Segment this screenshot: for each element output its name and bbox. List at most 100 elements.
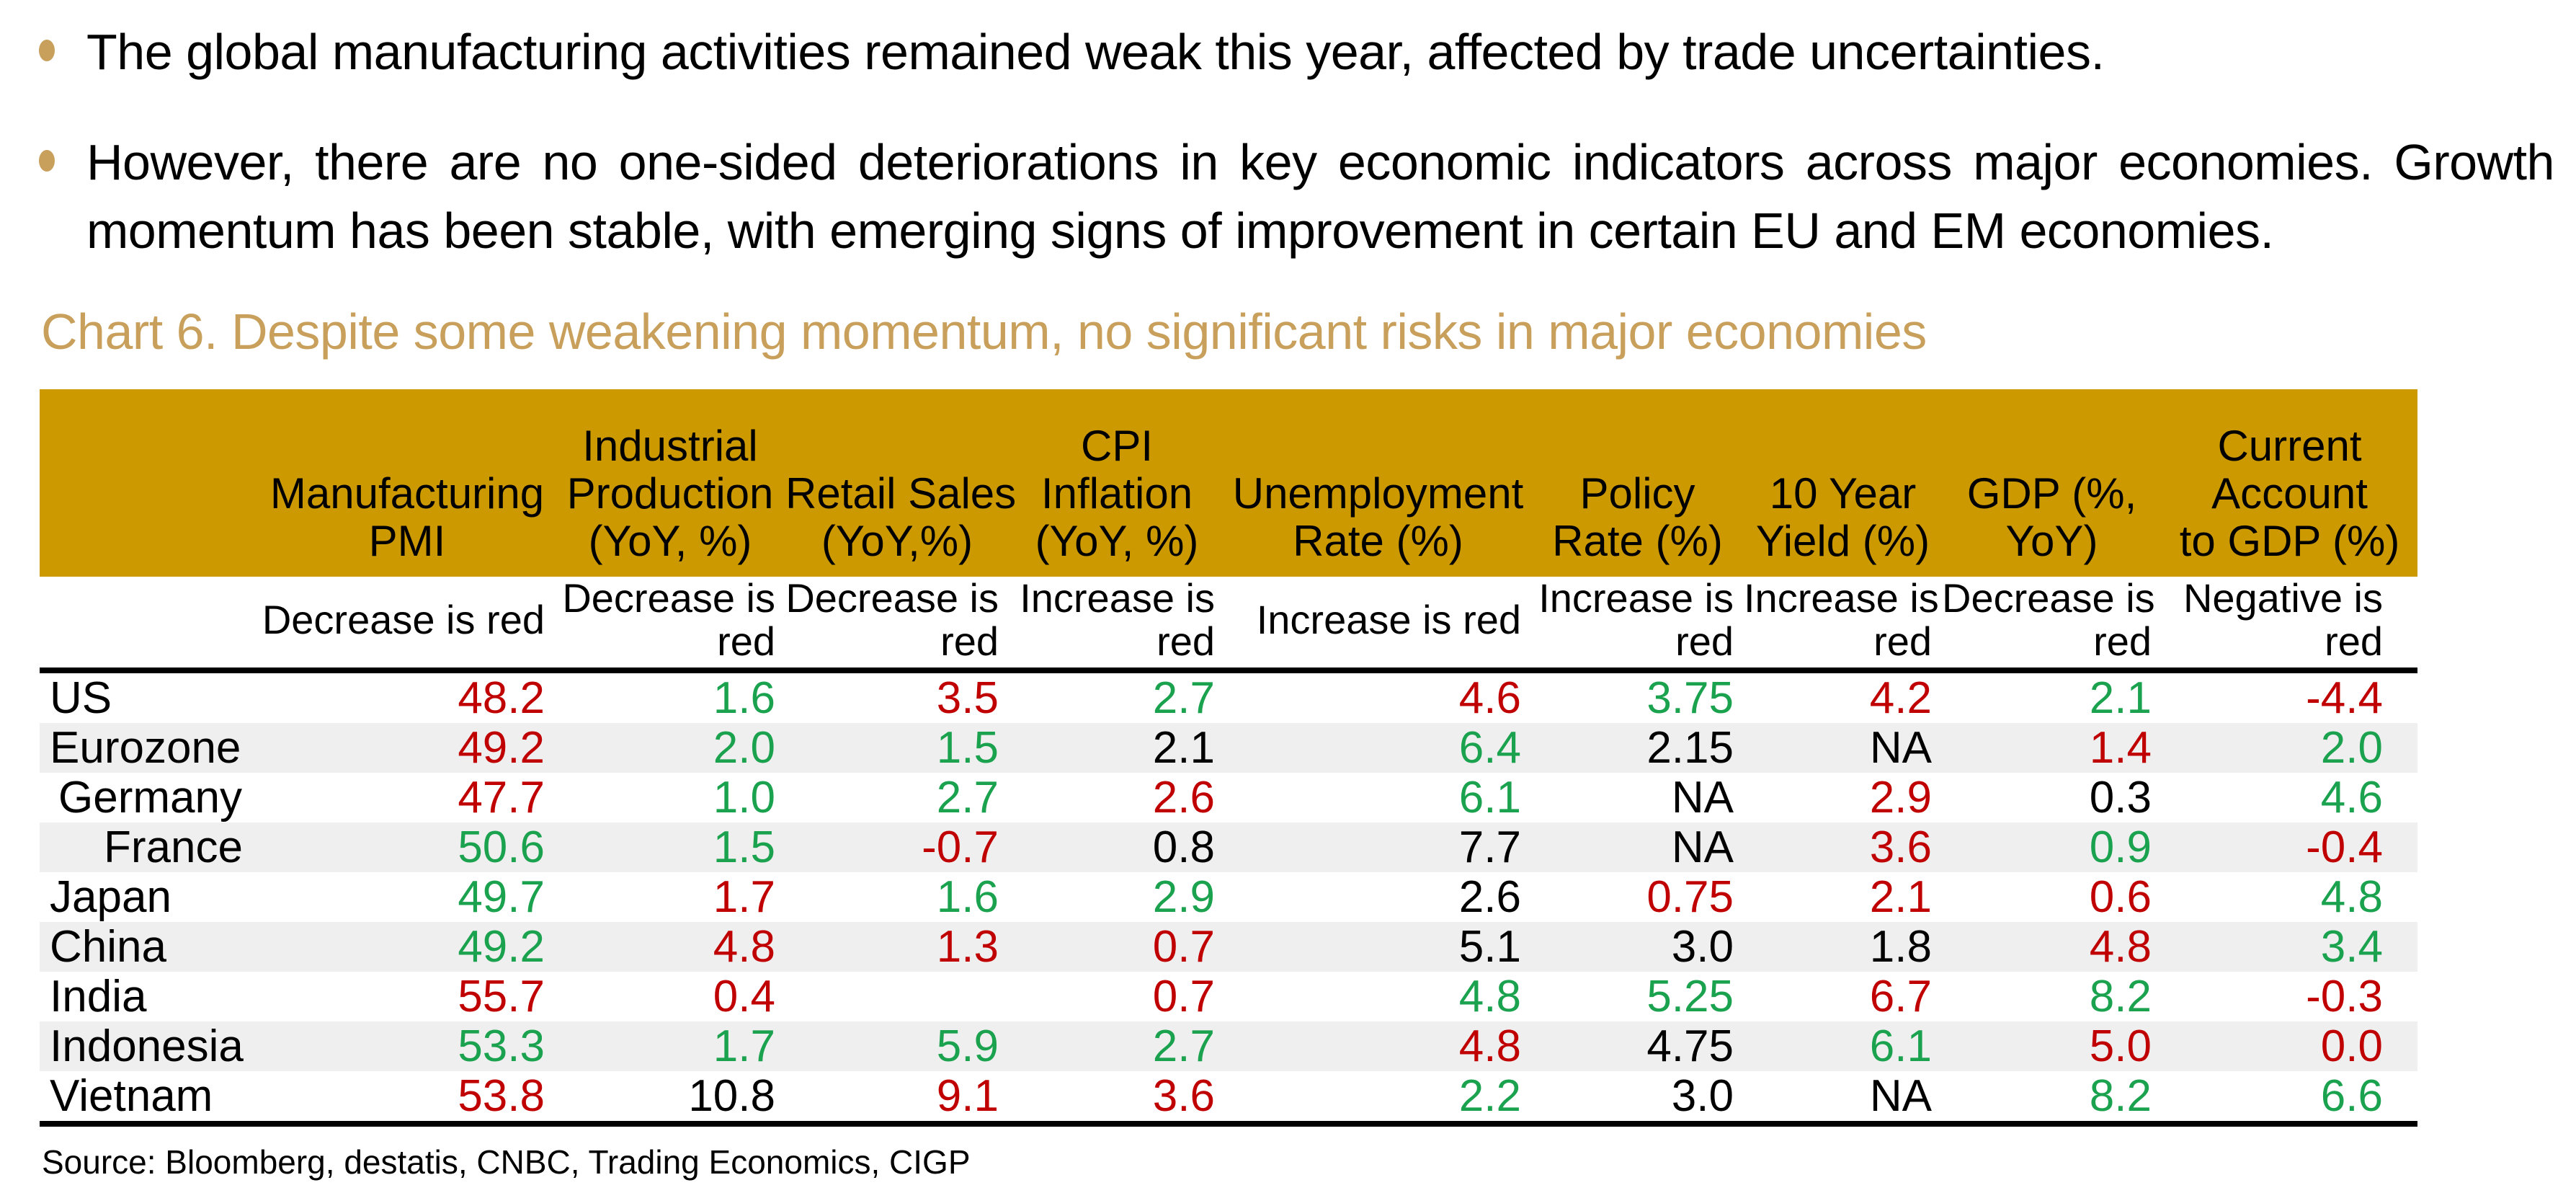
legend-row: Decrease is red Decrease is red Decrease i… (40, 577, 2417, 673)
value-cell: 55.7 (458, 972, 545, 1021)
value-cell: 3.75 (1646, 673, 1734, 723)
value-cell: 0.8 (1152, 822, 1215, 872)
bullet-text: However, there are no one-sided deterior… (86, 134, 2555, 259)
bullet-dot-icon (39, 40, 55, 61)
value-cell: 0.7 (1152, 972, 1215, 1021)
table-row: Vietnam 53.8 10.8 9.1 3.6 2.2 3.0 NA 8.2 6.6 (40, 1071, 2417, 1127)
header-row: Manufacturing PMI Industrial Production (… (40, 389, 2417, 577)
value-cell: 2.0 (713, 723, 775, 773)
value-cell: 4.8 (1458, 1021, 1521, 1071)
value-cell: 2.1 (2089, 673, 2152, 723)
value-cell: 6.7 (1869, 972, 1932, 1021)
table-row: Japan 49.7 1.7 1.6 2.9 2.6 0.75 2.1 0.6 4.8 (40, 872, 2417, 922)
value-cell: 4.75 (1646, 1021, 1734, 1071)
value-cell: 8.2 (1942, 1071, 2162, 1127)
value-cell: NA (1671, 773, 1734, 822)
value-cell: 53.8 (259, 1071, 555, 1127)
value-cell: 5.1 (1458, 922, 1521, 972)
value-cell: 4.8 (1458, 972, 1521, 1021)
bullet-text: The global manufacturing activities rema… (86, 24, 2105, 80)
value-cell: 3.6 (1869, 822, 1932, 872)
value-cell: 5.25 (1646, 972, 1734, 1021)
value-cell: 49.2 (458, 723, 545, 773)
value-cell: 4.6 (1458, 673, 1521, 723)
value-cell: 2.7 (936, 773, 999, 822)
table-row: India 55.7 0.4 0.7 4.8 5.25 6.7 8.2 -0.3 (40, 972, 2417, 1021)
economic-indicators-table: Manufacturing PMI Industrial Production (… (40, 389, 2417, 1127)
column-header: Manufacturing PMI (259, 389, 555, 577)
value-cell: 1.3 (936, 922, 999, 972)
value-cell: 10.8 (555, 1071, 785, 1127)
value-cell: 2.6 (1458, 872, 1521, 922)
table-row: China 49.2 4.8 1.3 0.7 5.1 3.0 1.8 4.8 3.4 (40, 922, 2417, 972)
bullet-item: However, there are no one-sided deterior… (35, 128, 2555, 265)
value-cell: 48.2 (458, 673, 545, 723)
table-body: US 48.2 1.6 3.5 2.7 4.6 3.75 4.2 2.1 -4.4 Eurozone… (40, 670, 2417, 1127)
value-cell: 49.7 (458, 872, 545, 922)
corner-cell (40, 389, 259, 577)
table-row: Germany 47.7 1.0 2.7 2.6 6.1 NA 2.9 0.3 4.6 (40, 773, 2417, 822)
column-header: Unemployment Rate (%) (1225, 389, 1531, 577)
legend-cell: Increase is red (1225, 577, 1531, 673)
value-cell: 0.75 (1646, 872, 1734, 922)
chart-title: Chart 6. Despite some weakening momentum… (41, 303, 1927, 360)
value-cell: 2.7 (1152, 673, 1215, 723)
value-cell: -4.4 (2306, 673, 2383, 723)
legend-cell: Increase is red (1009, 577, 1225, 673)
value-cell: 2.1 (1152, 723, 1215, 773)
value-cell: 2.2 (1225, 1071, 1531, 1127)
legend-cell: Decrease is red (1942, 577, 2162, 673)
value-cell: 3.5 (936, 673, 999, 723)
value-cell: 9.1 (785, 1071, 1009, 1127)
value-cell: 1.8 (1869, 922, 1932, 972)
column-header: Retail Sales (YoY,%) (785, 389, 1016, 577)
legend-cell: Decrease is red (259, 577, 555, 673)
value-cell: NA (1744, 1071, 1942, 1127)
value-cell: 3.6 (1009, 1071, 1225, 1127)
bullet-item: The global manufacturing activities rema… (35, 18, 2554, 87)
legend-cell: Decrease is red (555, 577, 785, 673)
value-cell: 4.8 (713, 922, 775, 972)
value-cell: 2.15 (1646, 723, 1734, 773)
value-cell: 3.0 (1531, 1071, 1744, 1127)
legend-cell: Decrease is red (785, 577, 1009, 673)
column-header: Current Account to GDP (%) (2162, 389, 2417, 577)
value-cell: 1.6 (713, 673, 775, 723)
value-cell: 7.7 (1458, 822, 1521, 872)
value-cell: 3.0 (1671, 922, 1734, 972)
value-cell: 0.0 (2320, 1021, 2383, 1071)
value-cell: 3.4 (2320, 922, 2383, 972)
table-header: Manufacturing PMI Industrial Production (… (40, 389, 2417, 673)
value-cell: 2.9 (1152, 872, 1215, 922)
value-cell: 6.4 (1458, 723, 1521, 773)
value-cell: 4.8 (2089, 922, 2152, 972)
value-cell: 8.2 (2089, 972, 2152, 1021)
value-cell: 1.7 (713, 1021, 775, 1071)
value-cell: 1.5 (713, 822, 775, 872)
value-cell: 0.7 (1152, 922, 1215, 972)
country-cell: Japan (50, 872, 171, 922)
value-cell: NA (1671, 822, 1734, 872)
legend-cell: Increase is red (1531, 577, 1744, 673)
value-cell: 6.1 (1458, 773, 1521, 822)
value-cell: 0.9 (2089, 822, 2152, 872)
value-cell (785, 972, 1009, 1021)
value-cell: 4.8 (2320, 872, 2383, 922)
value-cell: 5.9 (936, 1021, 999, 1071)
legend-cell: Negative is red (2162, 577, 2417, 673)
table-row: Eurozone 49.2 2.0 1.5 2.1 6.4 2.15 NA 1.4 2.0 (40, 723, 2417, 773)
country-cell: Germany (58, 773, 242, 822)
value-cell: 2.9 (1869, 773, 1932, 822)
column-header: GDP (%, YoY) (1942, 389, 2162, 577)
table-row: Indonesia 53.3 1.7 5.9 2.7 4.8 4.75 6.1 5.0 0.0 (40, 1021, 2417, 1071)
value-cell: 4.2 (1869, 673, 1932, 723)
column-header: CPI Inflation (YoY, %) (1009, 389, 1225, 577)
table-row: US 48.2 1.6 3.5 2.7 4.6 3.75 4.2 2.1 -4.4 (40, 670, 2417, 723)
value-cell: 1.4 (2089, 723, 2152, 773)
value-cell: 1.7 (713, 872, 775, 922)
value-cell: NA (1869, 723, 1932, 773)
value-cell: 1.0 (713, 773, 775, 822)
value-cell: -0.7 (922, 822, 999, 872)
column-header: Industrial Production (YoY, %) (555, 389, 785, 577)
